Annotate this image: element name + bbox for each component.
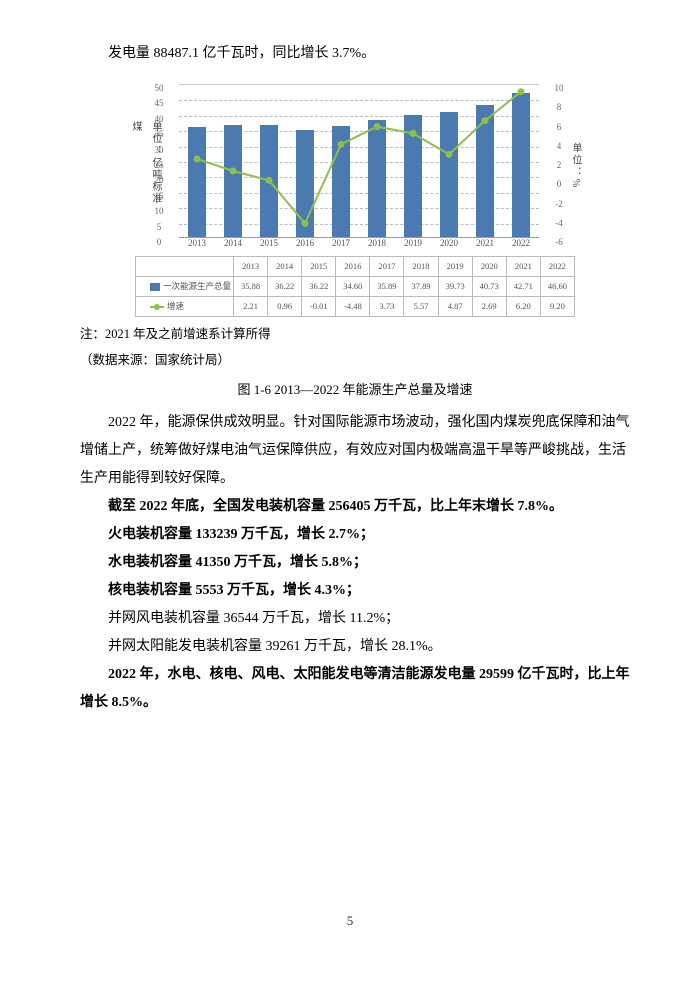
chart-caption: 图 1-6 2013—2022 年能源生产总量及增速	[80, 377, 630, 403]
chart-note-1: 注：2021 年及之前增速系计算所得	[80, 323, 630, 347]
bullet-3: 水电装机容量 41350 万千瓦，增长 5.8%；	[80, 549, 630, 577]
energy-chart: 单位：亿吨标准煤 单位：% 20132014201520162017201820…	[135, 76, 575, 317]
bullet-4: 核电装机容量 5553 万千瓦，增长 4.3%；	[80, 577, 630, 605]
chart-note-2: （数据来源：国家统计局）	[80, 349, 630, 373]
paragraph-5: 并网风电装机容量 36544 万千瓦，增长 11.2%；	[80, 605, 630, 633]
bullet-2: 火电装机容量 133239 万千瓦，增长 2.7%；	[80, 521, 630, 549]
intro-line: 发电量 88487.1 亿千瓦时，同比增长 3.7%。	[80, 40, 630, 68]
document-page: 发电量 88487.1 亿千瓦时，同比增长 3.7%。 单位：亿吨标准煤 单位：…	[0, 0, 700, 990]
chart-plot-area: 单位：亿吨标准煤 单位：% 20132014201520162017201820…	[135, 76, 575, 256]
paragraph-6: 并网太阳能发电装机容量 39261 万千瓦，增长 28.1%。	[80, 633, 630, 661]
paragraph-1: 2022 年，能源保供成效明显。针对国际能源市场波动，强化国内煤炭兜底保障和油气…	[80, 409, 630, 493]
chart-legend-table: 2013201420152016201720182019202020212022…	[135, 256, 575, 317]
right-axis-title: 单位：%	[565, 143, 585, 189]
bullet-7: 2022 年，水电、核电、风电、太阳能发电等清洁能源发电量 29599 亿千瓦时…	[80, 661, 630, 717]
page-number: 5	[0, 908, 700, 934]
bullet-1: 截至 2022 年底，全国发电装机容量 256405 万千瓦，比上年末增长 7.…	[80, 493, 630, 521]
